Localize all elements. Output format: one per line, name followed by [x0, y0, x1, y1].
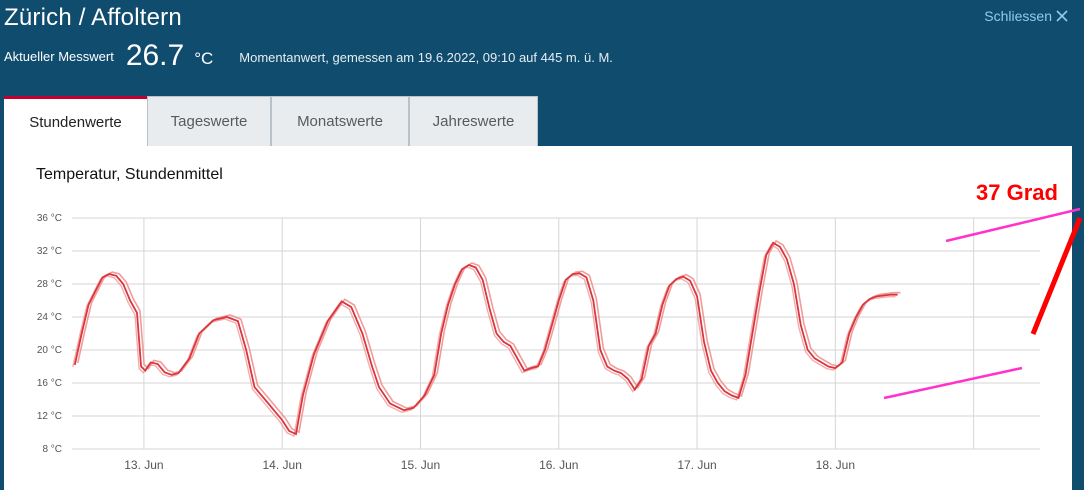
close-label: Schliessen: [984, 8, 1052, 24]
y-tick-label: 32 °C: [37, 246, 62, 257]
y-tick-label: 36 °C: [37, 213, 62, 224]
tab-tageswerte[interactable]: Tageswerte: [147, 96, 271, 146]
y-tick-label: 28 °C: [37, 279, 62, 290]
close-icon: [1056, 10, 1068, 22]
series-line: [73, 241, 898, 436]
series-line-light: [77, 239, 901, 434]
chart-panel: Temperatur, Stundenmittel 8 °C 12 °C 16 °C…: [4, 146, 1072, 490]
measurement-label: Aktueller Messwert: [4, 48, 114, 64]
tab-stundenwerte[interactable]: Stundenwerte: [4, 96, 147, 146]
x-tick-label: 13. Jun: [124, 458, 163, 472]
measurement-row: Aktueller Messwert 26.7 °C Momentanwert,…: [4, 38, 613, 74]
tab-monatswerte[interactable]: Monatswerte: [271, 96, 409, 146]
x-tick-label: 14. Jun: [263, 458, 302, 472]
annotation-label: 37 Grad: [976, 180, 1058, 205]
x-tick-label: 18. Jun: [816, 458, 855, 472]
y-tick-label: 20 °C: [37, 345, 62, 356]
measurement-unit: °C: [194, 48, 214, 68]
measurement-value: 26.7: [125, 39, 185, 72]
y-tick-label: 12 °C: [37, 411, 62, 422]
station-title: Zürich / Affoltern: [4, 4, 182, 31]
chart-title: Temperatur, Stundenmittel: [36, 166, 223, 183]
x-tick-label: 15. Jun: [401, 458, 440, 472]
close-button[interactable]: Schliessen: [984, 8, 1068, 24]
tab-bar: Stundenwerte Tageswerte Monatswerte Jahr…: [4, 96, 538, 146]
y-tick-label: 8 °C: [42, 444, 62, 455]
temperature-chart: 8 °C 12 °C 16 °C 20 °C 24 °C 28 °C 32 °C 36 °C 1…: [37, 213, 1040, 472]
tab-jahreswerte[interactable]: Jahreswerte: [409, 96, 538, 146]
y-tick-label: 16 °C: [37, 378, 62, 389]
y-tick-label: 24 °C: [37, 312, 62, 323]
x-tick-label: 16. Jun: [539, 458, 578, 472]
x-tick-label: 17. Jun: [677, 458, 716, 472]
measurement-note: Momentanwert, gemessen am 19.6.2022, 09:…: [239, 49, 613, 65]
